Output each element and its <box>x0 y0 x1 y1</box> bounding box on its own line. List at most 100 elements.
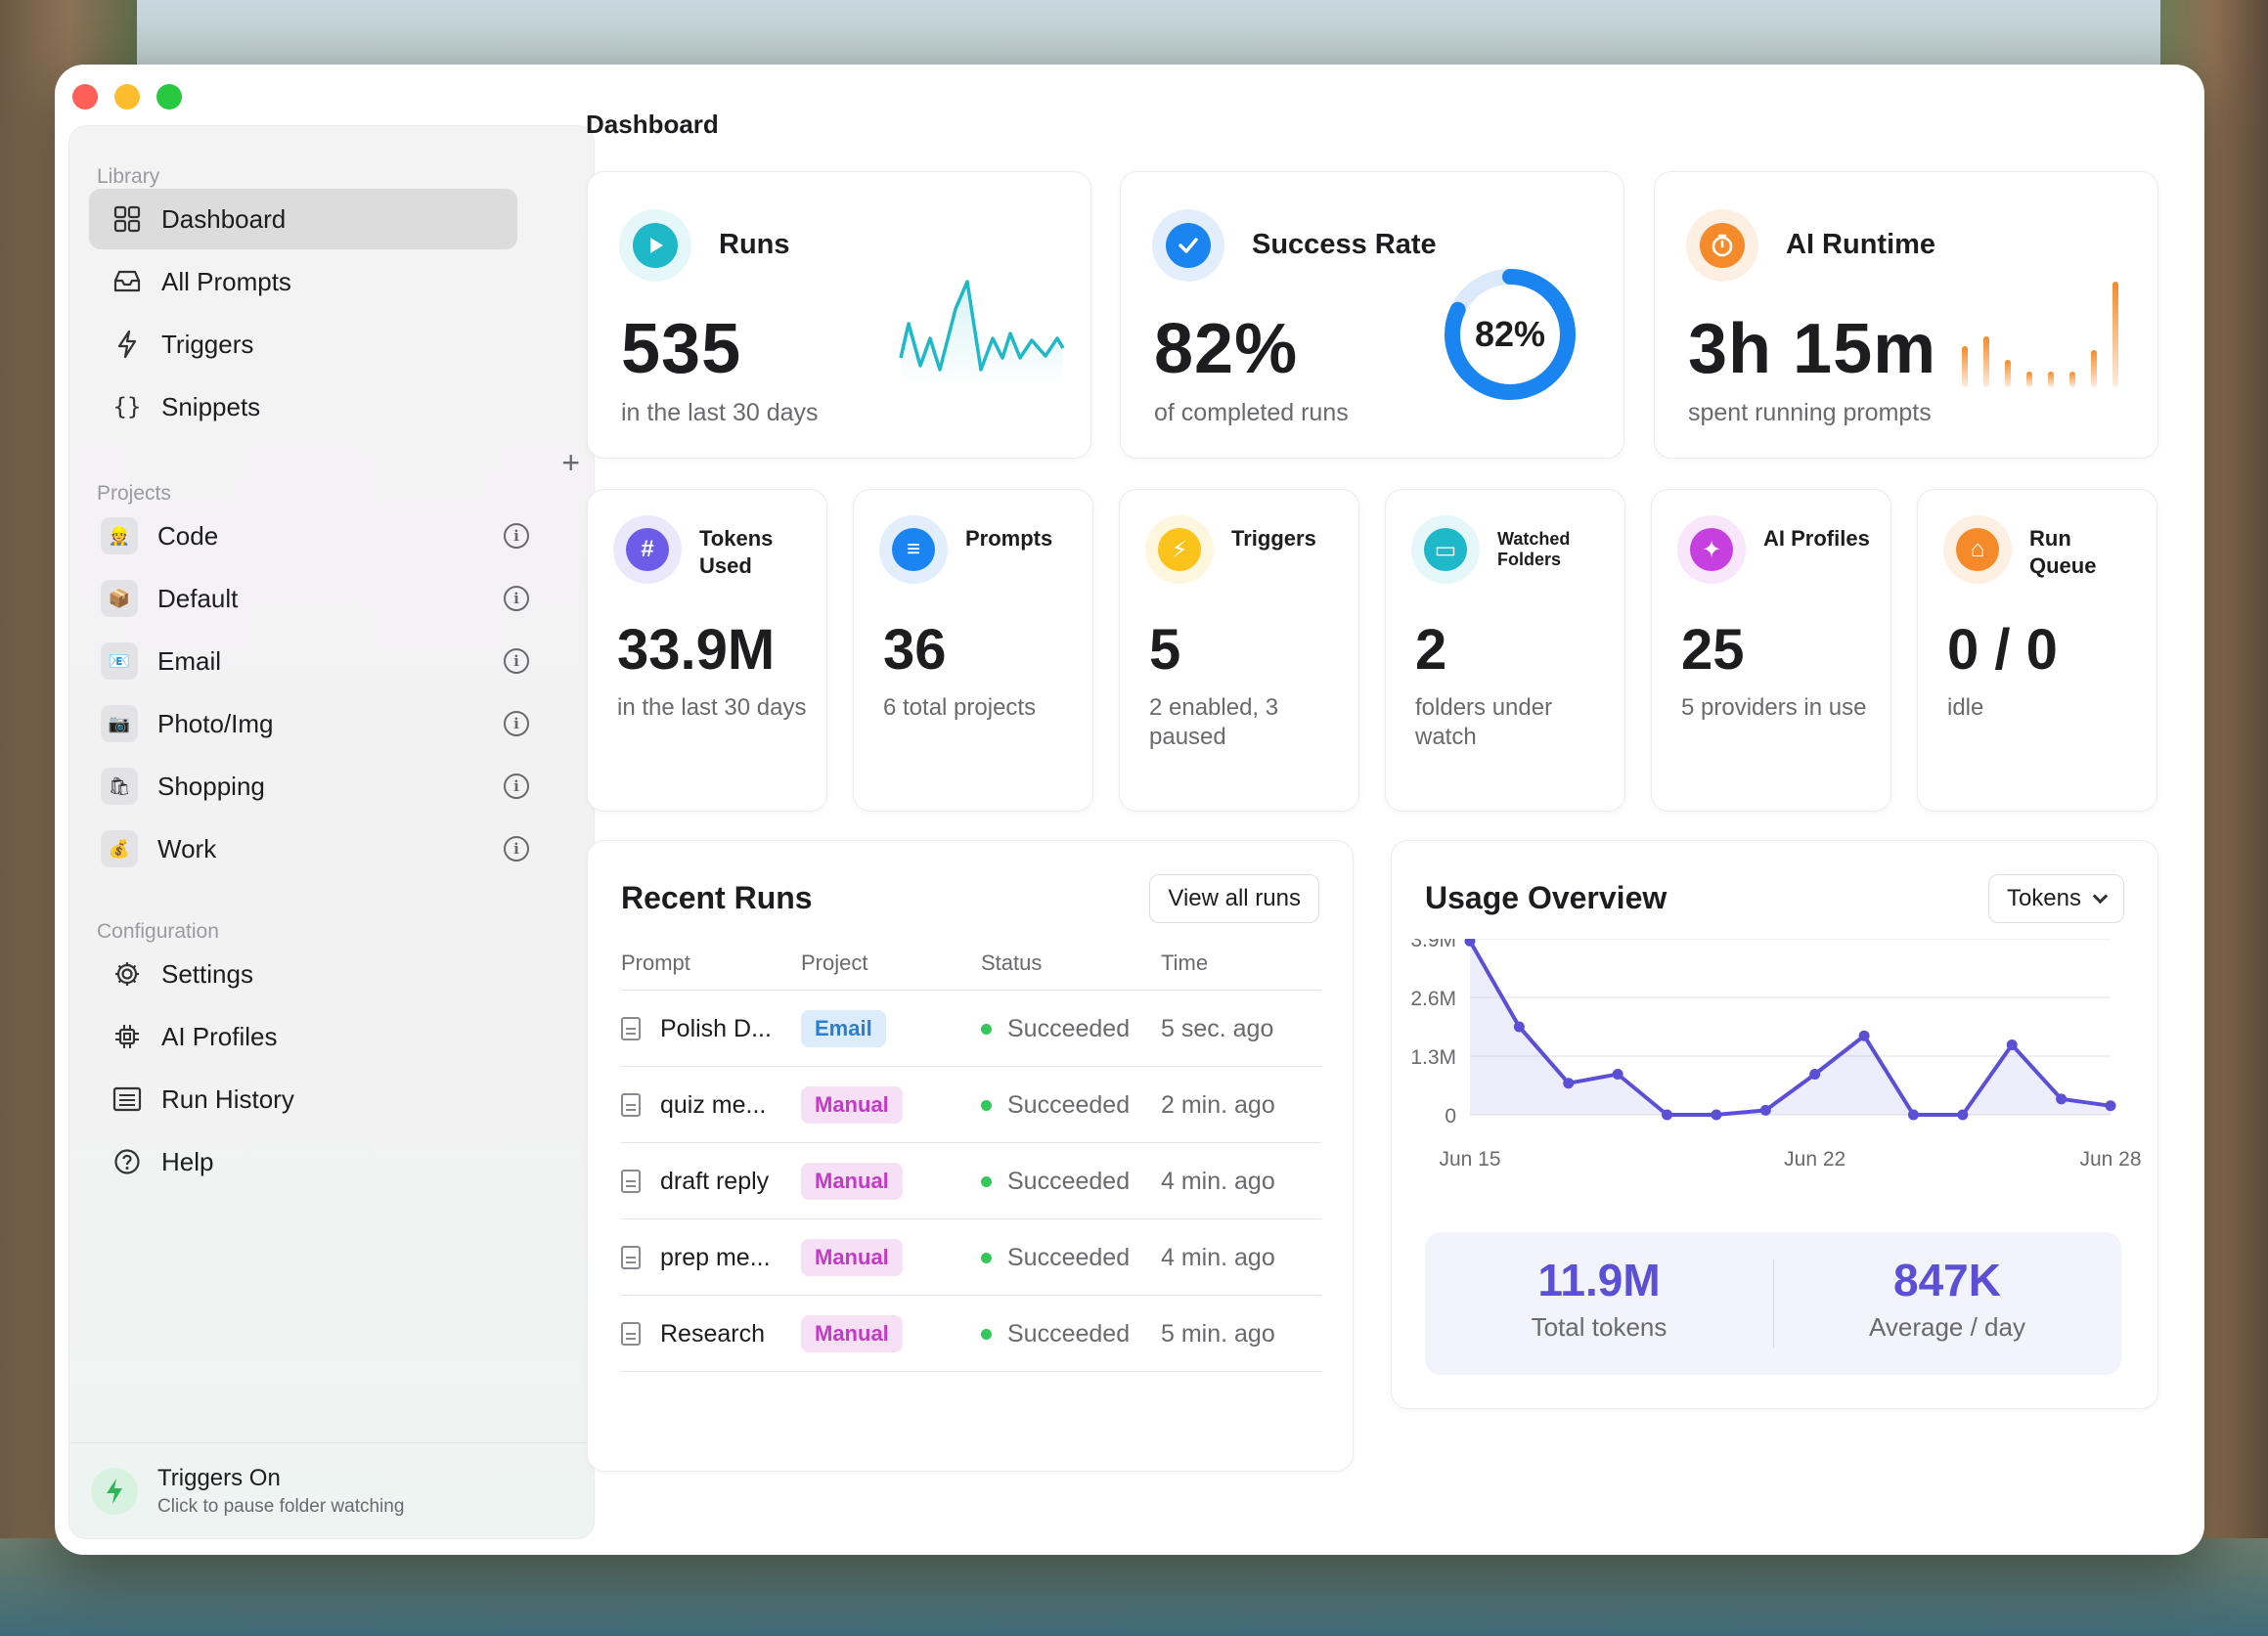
page-title: Dashboard <box>586 110 719 139</box>
add-project-icon[interactable]: + <box>561 445 580 480</box>
data-point <box>1513 1021 1525 1033</box>
sidebar-project-work[interactable]: 💰 Work i <box>89 818 558 879</box>
traffic-lights <box>72 84 182 110</box>
prompt-cell: quiz me... <box>621 1067 766 1143</box>
x-tick-label: Jun 22 <box>1784 1148 1846 1171</box>
sidebar-item-all-prompts[interactable]: All Prompts <box>89 251 517 312</box>
stat-value: 36 <box>883 618 947 682</box>
document-icon <box>621 1017 641 1040</box>
status-cell: Succeeded <box>981 1219 1130 1296</box>
metric-dropdown[interactable]: Tokens <box>1987 874 2124 923</box>
table-row[interactable]: Research Manual Succeeded 5 min. ago <box>621 1295 1321 1371</box>
view-all-runs-button[interactable]: View all runs <box>1149 874 1319 923</box>
table-row[interactable]: draft reply Manual Succeeded 4 min. ago <box>621 1142 1321 1218</box>
x-tick-label: Jun 28 <box>2079 1148 2141 1171</box>
stat-value: 2 <box>1415 618 1447 682</box>
stat-glyph: ⌂ <box>1956 528 1999 571</box>
stat-title: Watched Folders <box>1497 529 1571 569</box>
status-text: Succeeded <box>1007 1167 1131 1195</box>
triggers-toggle[interactable]: Triggers On Click to pause folder watchi… <box>69 1442 596 1538</box>
stat-value: 33.9M <box>617 618 776 682</box>
project-tag: Manual <box>801 1086 903 1124</box>
stat-card-tokens-used[interactable]: # Tokens Used 33.9M in the last 30 days <box>587 489 827 812</box>
wallpaper-sky <box>0 0 2268 68</box>
data-point <box>1464 939 1476 947</box>
data-point <box>2105 1100 2116 1112</box>
usage-overview-title: Usage Overview <box>1425 880 1668 915</box>
timer-icon <box>1686 209 1758 282</box>
stat-card-triggers[interactable]: ⚡ Triggers 5 2 enabled, 3 paused <box>1119 489 1359 812</box>
info-icon[interactable]: i <box>504 774 529 799</box>
info-icon[interactable]: i <box>504 523 529 549</box>
table-row[interactable]: prep me... Manual Succeeded 4 min. ago <box>621 1218 1321 1295</box>
status-text: Succeeded <box>1007 1319 1131 1348</box>
grid-icon <box>111 202 144 236</box>
success-rate-card[interactable]: Success Rate 82% of completed runs 82% <box>1120 171 1624 459</box>
column-header-project: Project <box>801 951 868 975</box>
minimize-button[interactable] <box>114 84 140 110</box>
status-cell: Succeeded <box>981 1143 1130 1219</box>
sidebar-project-email[interactable]: 📧 Email i <box>89 631 558 691</box>
chip-icon <box>111 1020 144 1053</box>
x-tick-label: Jun 15 <box>1439 1148 1500 1171</box>
project-emoji: 📦 <box>101 580 138 617</box>
stat-title: Tokens Used <box>699 526 774 578</box>
document-icon <box>621 1093 641 1117</box>
table-row[interactable]: quiz me... Manual Succeeded 2 min. ago <box>621 1066 1321 1142</box>
runtime-bars <box>1962 282 2118 387</box>
info-icon[interactable]: i <box>504 836 529 862</box>
sidebar-project-code[interactable]: 👷 Code i <box>89 506 558 566</box>
sidebar-item-label: AI Profiles <box>161 1021 278 1051</box>
info-icon[interactable]: i <box>504 648 529 674</box>
ai-runtime-card[interactable]: AI Runtime 3h 15m spent running prompts <box>1654 171 2158 459</box>
prompt-name: prep me... <box>660 1243 771 1271</box>
project-label: Email <box>157 645 222 676</box>
gear-icon <box>111 957 144 991</box>
stat-card-ai-profiles[interactable]: ✦ AI Profiles 25 5 providers in use <box>1651 489 1891 812</box>
stat-card-run-queue[interactable]: ⌂ Run Queue 0 / 0 idle <box>1917 489 2157 812</box>
status-dot-icon <box>981 1099 992 1111</box>
runs-value: 535 <box>621 310 742 388</box>
close-button[interactable] <box>72 84 98 110</box>
time-text: 2 min. ago <box>1161 1090 1275 1119</box>
project-label: Work <box>157 833 217 863</box>
sidebar-item-label: All Prompts <box>161 266 291 296</box>
runs-card[interactable]: Runs 535 in the last 30 days <box>587 171 1091 459</box>
stat-subtitle: 6 total projects <box>883 694 1037 721</box>
info-icon[interactable]: i <box>504 711 529 736</box>
sidebar-item-run-history[interactable]: Run History <box>89 1069 517 1129</box>
project-label: Shopping <box>157 771 265 801</box>
time-text: 5 min. ago <box>1161 1319 1275 1348</box>
sidebar-item-snippets[interactable]: {} Snippets <box>89 376 517 437</box>
stat-title: Run Queue <box>2029 526 2097 578</box>
success-title: Success Rate <box>1252 229 1437 260</box>
stat-card-watched-folders[interactable]: ▭ Watched Folders 2 folders under watch <box>1385 489 1625 812</box>
sidebar-item-dashboard[interactable]: Dashboard <box>89 189 517 249</box>
stat-title: Prompts <box>965 526 1053 551</box>
usage-line <box>1468 940 2112 1117</box>
divider <box>1773 1260 1774 1348</box>
sidebar-item-ai-profiles[interactable]: AI Profiles <box>89 1006 517 1067</box>
sidebar-project-shopping[interactable]: 🛍 Shopping i <box>89 756 558 817</box>
status-dot-icon <box>981 1023 992 1035</box>
project-tag: Manual <box>801 1315 903 1352</box>
stat-icon: # <box>613 515 682 584</box>
sidebar-item-settings[interactable]: Settings <box>89 944 517 1004</box>
sidebar-project-photo[interactable]: 📷 Photo/Img i <box>89 693 558 754</box>
status-text: Succeeded <box>1007 1014 1131 1042</box>
table-row[interactable]: Polish D... Email Succeeded 5 sec. ago <box>621 990 1321 1066</box>
bolt-icon <box>111 328 144 361</box>
project-label: Photo/Img <box>157 708 274 738</box>
status-cell: Succeeded <box>981 991 1130 1067</box>
stat-icon: ≡ <box>879 515 948 584</box>
sidebar-project-default[interactable]: 📦 Default i <box>89 568 558 629</box>
recent-runs-title: Recent Runs <box>621 880 813 915</box>
zoom-button[interactable] <box>156 84 182 110</box>
sidebar-item-triggers[interactable]: Triggers <box>89 314 517 375</box>
document-icon <box>621 1170 641 1193</box>
stat-card-prompts[interactable]: ≡ Prompts 36 6 total projects <box>853 489 1093 812</box>
info-icon[interactable]: i <box>504 586 529 611</box>
data-point <box>1662 1109 1673 1121</box>
sidebar-item-help[interactable]: Help <box>89 1131 517 1192</box>
stat-subtitle: 2 enabled, 3 paused <box>1149 694 1279 750</box>
